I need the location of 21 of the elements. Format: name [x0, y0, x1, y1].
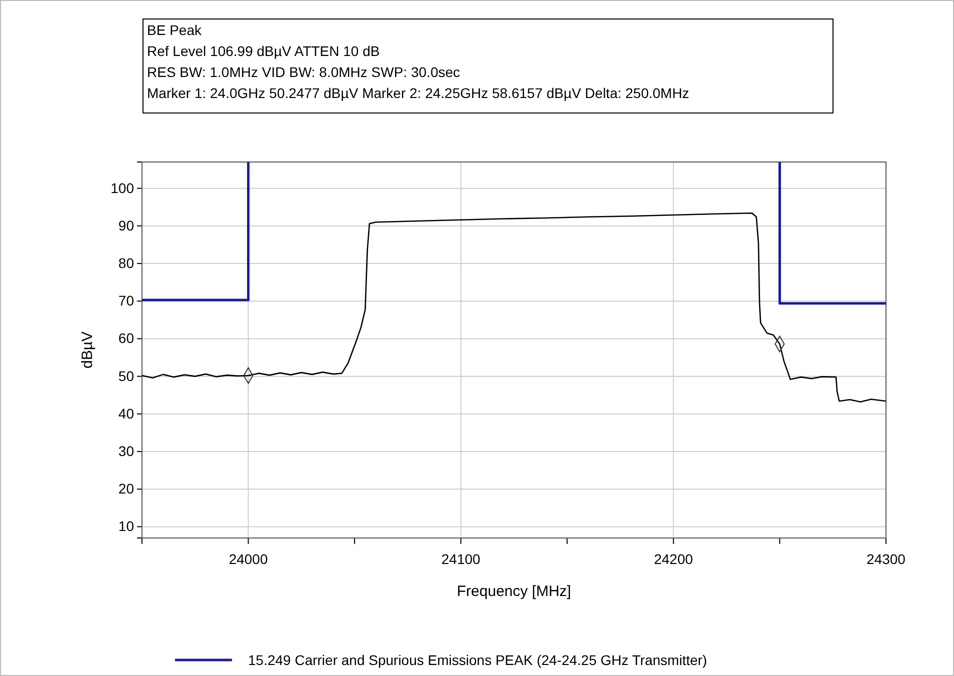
text: RES BW: 1.0MHz VID BW: 8.0MHz SWP: 30.0sec — [147, 64, 460, 80]
y-tick-label: 90 — [118, 217, 134, 234]
y-tick-label: 100 — [110, 180, 134, 196]
y-tick-label: 50 — [118, 368, 134, 384]
y-tick-label: 60 — [118, 330, 134, 346]
y-tick-label: 10 — [118, 518, 134, 534]
text: Marker 1: 24.0GHz 50.2477 dBµV Marker 2: 24.25GHz 58.6157 dBµV Delta: 250.0MHz — [147, 85, 690, 101]
y-axis-title: dBµV — [79, 332, 96, 368]
x-tick-label: 24200 — [654, 550, 694, 567]
x-tick-label: 24000 — [228, 550, 268, 567]
chart-title: BE Peak — [147, 22, 202, 38]
y-tick-label: 30 — [118, 443, 134, 459]
text: Ref Level 106.99 dBµV ATTEN 10 dB — [147, 43, 380, 59]
x-tick-label: 24300 — [866, 550, 906, 567]
x-axis-title: Frequency [MHz] — [456, 583, 572, 600]
x-tick-label: 24100 — [441, 550, 481, 567]
y-tick-label: 80 — [118, 255, 134, 271]
y-tick-label: 40 — [118, 405, 134, 422]
legend-label: 15.249 Carrier and Spurious Emissions PEAK (24-24.25 GHz Transmitter) — [248, 652, 708, 668]
y-tick-label: 20 — [118, 480, 134, 497]
y-tick-label: 70 — [118, 292, 134, 309]
